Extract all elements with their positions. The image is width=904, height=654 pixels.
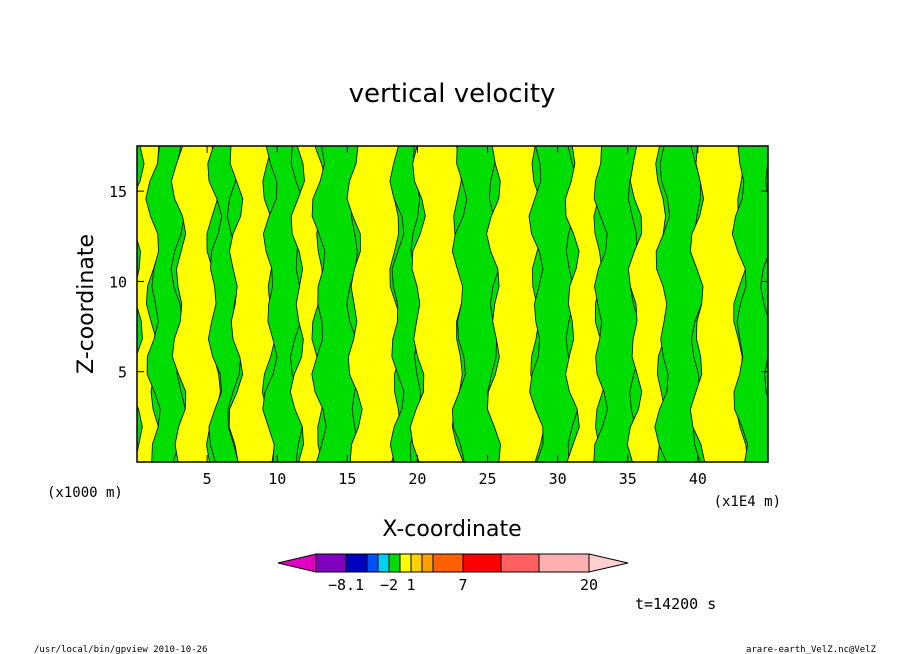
x-unit-right: (x1E4 m) xyxy=(714,494,781,510)
x-tick-label: 20 xyxy=(408,470,426,488)
contour-band xyxy=(564,146,608,462)
x-tick-label: 35 xyxy=(619,470,637,488)
contour-band xyxy=(311,146,363,462)
colorbar-swatch xyxy=(538,553,590,573)
colorbar-swatch xyxy=(462,553,502,573)
y-tick-label: 15 xyxy=(109,183,127,201)
plot-area: 5 10 15 20 25 30 35 40 5 10 15 xyxy=(109,145,769,488)
x-tick-label: 5 xyxy=(203,470,212,488)
contour-band xyxy=(731,146,768,462)
contour-band xyxy=(389,146,426,462)
colorbar-label: 20 xyxy=(580,576,598,594)
x-axis-label: X-coordinate xyxy=(382,517,521,542)
colorbar-swatch xyxy=(366,553,379,573)
x-tick-label: 10 xyxy=(268,470,286,488)
colorbar-label: 1 xyxy=(406,576,415,594)
contour-band xyxy=(346,146,404,462)
x-tick-label: 30 xyxy=(549,470,567,488)
contour-band xyxy=(145,146,186,462)
chart-title: vertical velocity xyxy=(349,79,556,109)
colorbar-swatch xyxy=(388,553,401,573)
time-label: t=14200 s xyxy=(635,595,716,613)
x-tick-label: 25 xyxy=(479,470,497,488)
colorbar-swatch xyxy=(399,553,412,573)
colorbar-label: −8.1 xyxy=(328,576,364,594)
x-unit-left: (x1000 m) xyxy=(47,485,123,501)
colorbar: −8.1 −2 1 7 20 xyxy=(277,553,629,594)
colorbar-swatch xyxy=(500,553,540,573)
colorbar-swatch xyxy=(345,553,368,573)
footer-file: arare-earth_VelZ.nc@VelZ xyxy=(746,645,877,654)
colorbar-swatch xyxy=(421,553,434,573)
colorbar-swatch xyxy=(432,553,464,573)
colorbar-label: −2 xyxy=(380,576,398,594)
y-tick-label: 10 xyxy=(109,273,127,291)
colorbar-label: 7 xyxy=(458,576,467,594)
x-tick-label: 15 xyxy=(338,470,356,488)
x-tick-label: 40 xyxy=(689,470,707,488)
plot-frame xyxy=(136,145,769,463)
colorbar-swatch xyxy=(410,553,423,573)
contour-band xyxy=(593,146,644,462)
footer-source: /usr/local/bin/gpview 2010-10-26 xyxy=(34,645,207,654)
contour-band xyxy=(170,146,221,462)
contour-band xyxy=(528,146,580,462)
y-axis-label: Z-coordinate xyxy=(74,234,99,374)
colorbar-swatch xyxy=(315,553,347,573)
y-tick-label: 5 xyxy=(118,364,127,382)
colorbar-swatch xyxy=(377,553,390,573)
colorbar-end-high xyxy=(588,553,629,573)
